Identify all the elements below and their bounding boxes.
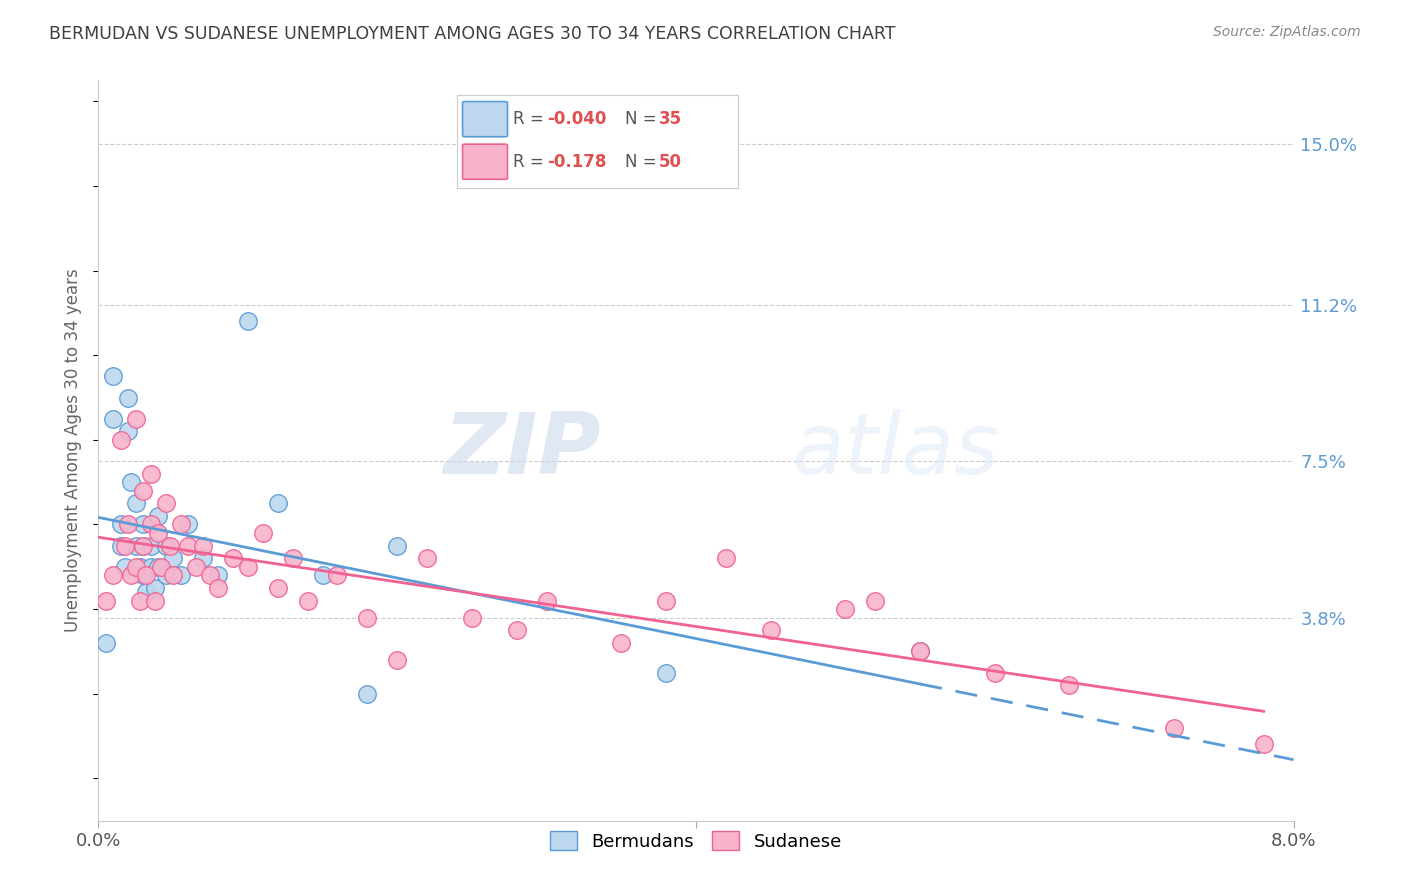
Point [908,644,931,658]
Point [169,568,191,582]
Text: Source: ZipAtlas.com: Source: ZipAtlas.com [1213,25,1361,39]
Point [834,602,856,616]
Point [655,593,678,607]
Point [139,517,162,532]
Text: ZIP: ZIP [443,409,600,492]
Point [536,593,558,607]
Point [1163,721,1185,735]
Point [94,636,117,650]
Point [139,559,162,574]
Point [103,411,125,425]
Point [984,665,1007,680]
Point [191,551,214,566]
Point [169,517,191,532]
Text: BERMUDAN VS SUDANESE UNEMPLOYMENT AMONG AGES 30 TO 34 YEARS CORRELATION CHART: BERMUDAN VS SUDANESE UNEMPLOYMENT AMONG … [49,25,896,43]
Text: atlas: atlas [792,409,1000,492]
Point [759,624,782,638]
Point [103,369,125,384]
Point [94,593,117,607]
Point [207,581,229,595]
Point [110,517,132,532]
Point [200,568,222,582]
Point [207,568,229,582]
Point [129,559,152,574]
Point [184,559,207,574]
Point [236,314,259,328]
Point [125,539,148,553]
Point [191,539,214,553]
Point [132,539,155,553]
Point [655,665,678,680]
Point [117,425,139,439]
Point [135,585,157,599]
Point [177,539,200,553]
Point [120,475,142,490]
Point [1059,678,1081,692]
Point [162,551,184,566]
Point [155,496,177,510]
Point [506,624,529,638]
Point [129,593,152,607]
Point [416,551,439,566]
Point [117,517,139,532]
Point [148,525,170,540]
Point [356,610,378,624]
Point [117,391,139,405]
Point [132,539,155,553]
Point [103,568,125,582]
Point [311,568,333,582]
Point [356,687,378,701]
Legend: Bermudans, Sudanese: Bermudans, Sudanese [541,822,851,860]
Point [267,496,290,510]
Point [281,551,304,566]
Point [114,559,136,574]
Point [222,551,245,566]
Point [714,551,737,566]
Point [120,568,142,582]
Point [135,568,157,582]
Point [155,539,177,553]
Point [236,559,259,574]
Point [143,593,166,607]
Point [297,593,319,607]
Point [159,539,181,553]
Point [148,509,170,524]
Point [139,467,162,481]
Point [110,539,132,553]
Point [385,653,409,667]
Point [155,568,177,582]
Point [177,517,200,532]
Point [610,636,633,650]
Point [252,525,274,540]
Point [1253,738,1275,752]
Point [110,433,132,447]
Point [143,581,166,595]
Point [148,559,170,574]
Point [114,539,136,553]
Y-axis label: Unemployment Among Ages 30 to 34 years: Unemployment Among Ages 30 to 34 years [65,268,83,632]
Point [267,581,290,595]
Point [865,593,887,607]
Point [385,539,409,553]
Point [125,559,148,574]
Point [908,644,931,658]
Point [132,483,155,498]
Point [132,517,155,532]
Point [125,411,148,425]
Point [326,568,349,582]
Point [461,610,484,624]
Point [132,568,155,582]
Point [125,496,148,510]
Point [162,568,184,582]
Point [139,539,162,553]
Point [150,559,173,574]
